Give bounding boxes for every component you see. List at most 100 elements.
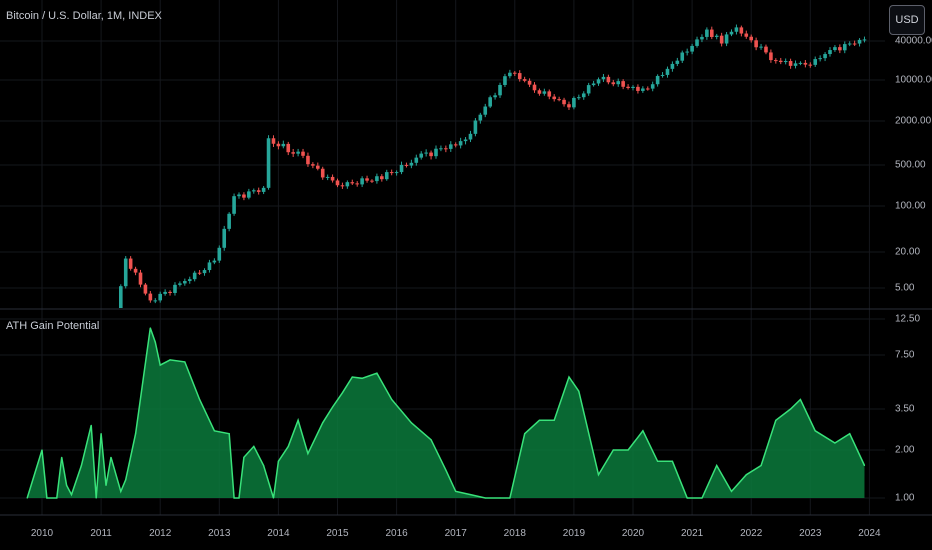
candle-body [670,63,675,69]
candle-body [148,293,153,301]
indicator-point [612,449,614,451]
candle-body [128,258,133,269]
indicator-point [41,449,43,451]
candle-body [434,148,438,157]
candle-body [389,172,394,174]
indicator-point [228,433,230,435]
indicator-point [657,460,659,462]
candle-body [857,39,862,44]
candle-body [581,93,586,98]
indicator-point [322,422,324,424]
time-axis-tick: 2012 [149,528,172,539]
candle-body [448,144,453,149]
candle-body [764,46,768,53]
indicator-point [105,484,107,486]
indicator-point [376,372,378,374]
candle-body [660,74,665,76]
candle-body [138,272,143,285]
candle-body [370,180,374,182]
candle-body [636,86,640,91]
indicator-point [760,464,762,467]
candle-body [404,164,409,166]
candle-body [483,106,488,115]
candle-body [714,35,719,37]
candle-body [547,91,552,97]
time-axis-tick: 2018 [503,528,526,539]
candle-body [355,183,359,185]
candle-body [645,88,650,90]
candle-body [655,75,660,85]
indicator-point [799,398,802,401]
candle-body [286,143,291,153]
candle-body [123,258,128,287]
candle-body [685,51,689,53]
indicator-point [361,377,363,379]
price-axis-tick: 20.00 [895,246,921,258]
candle-body [601,76,606,80]
indicator-point [341,392,344,394]
indicator-point [149,327,151,329]
candle-body [833,47,837,51]
candle-body [577,97,581,99]
indicator-point [686,497,688,499]
candle-body [710,29,714,37]
time-axis-tick: 2021 [680,528,704,539]
candle-body [734,27,739,32]
candle-body [345,182,350,187]
currency-button[interactable]: USD [889,5,925,35]
candle-body [419,153,424,158]
candle-body [862,39,867,41]
candle-body [271,138,276,144]
price-axis-tick: 2000.00 [895,115,932,127]
candle-body [567,104,571,108]
candle-body [769,52,773,61]
candle-body [498,84,502,96]
candle-body [838,47,842,51]
indicator-point [277,460,279,462]
candle-body [680,52,685,61]
candle-body [778,60,783,63]
candle-body [828,50,832,55]
candle-body [754,40,758,48]
candle-body [311,164,315,166]
indicator-point [243,456,245,458]
indicator-point [863,464,866,467]
candle-body [852,43,857,45]
time-axis-tick: 2017 [444,528,467,539]
candle-body [537,90,542,94]
candle-body [202,270,207,274]
candle-body [774,60,778,62]
symbol-title: Bitcoin / U.S. Dollar, 1M, INDEX [6,10,162,22]
candle-body [463,139,468,142]
candle-body [847,43,852,45]
indicator-point [287,445,289,448]
time-axis-tick: 2024 [858,528,881,539]
indicator-point [509,497,511,499]
indicator-point [297,419,299,421]
candle-body [158,293,162,301]
price-axis-tick: 5.00 [895,282,915,294]
candle-body [818,58,822,60]
indicator-point [553,419,555,421]
candle-body [409,162,414,166]
time-axis-tick: 2022 [740,528,763,539]
indicator-point [716,464,718,467]
indicator-point [410,422,412,424]
indicator-point [538,419,541,421]
candle-body [591,83,596,86]
candle-body [631,86,635,88]
candle-body [178,283,182,285]
candle-body [414,157,419,163]
candle-body [384,172,389,180]
candle-body [330,176,335,181]
candle-body [119,286,123,308]
indicator-point [775,419,777,421]
candle-body [493,95,497,98]
candle-body [399,164,404,173]
candle-body [212,260,217,263]
time-axis-tick: 2010 [30,528,54,539]
indicator-point [66,484,68,486]
indicator-point [56,497,58,499]
candle-body [705,29,709,37]
